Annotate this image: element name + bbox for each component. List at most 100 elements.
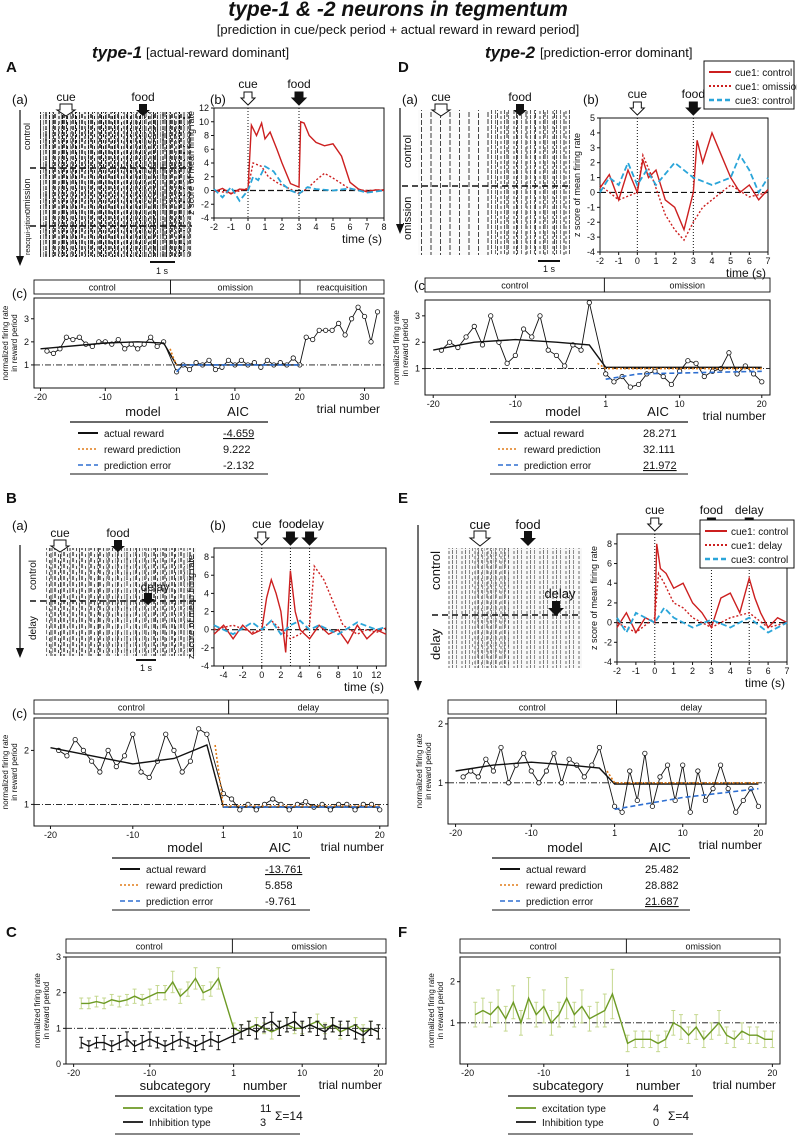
aic-value-2: -9.761 <box>265 896 296 908</box>
event-label-food: food <box>279 517 302 531</box>
trial-point <box>238 357 245 363</box>
trial-point <box>685 358 691 364</box>
event-label-delay: delay <box>735 503 764 517</box>
raster-D-dense <box>490 110 570 255</box>
raster-A-label-omission: omission <box>22 178 32 214</box>
y-tick-label: 2 <box>438 719 443 729</box>
legend-D-item-2: cue1: omission <box>735 82 797 93</box>
trial-point <box>505 780 512 786</box>
condition-bar-C: control omission <box>65 938 387 954</box>
trial-point <box>521 750 527 756</box>
fit-actual-reward <box>433 338 762 368</box>
x-axis-label: time (s) <box>726 266 766 280</box>
trial-point <box>171 747 177 754</box>
plot-frame <box>599 117 769 253</box>
trial-point <box>63 334 70 340</box>
y-tick-label: 6 <box>607 559 612 569</box>
trial-data-line <box>46 306 378 373</box>
trial-point <box>733 809 739 815</box>
trial-point <box>89 758 95 764</box>
x-tick-label: 7 <box>784 666 789 676</box>
raster-B-scale-label: 1 s <box>140 663 153 673</box>
x-tick-label: -10 <box>525 828 538 838</box>
sub-label-Ab: (b) <box>210 92 226 107</box>
condition-segment-1 <box>603 277 771 293</box>
fit-actual-reward <box>455 761 759 785</box>
raster-E-arrow-head <box>414 681 422 691</box>
fit-reward-prediction <box>606 770 759 784</box>
trial-point <box>237 807 243 813</box>
trial-point <box>750 371 757 377</box>
trial-point <box>635 381 642 388</box>
trial-point <box>657 774 663 780</box>
plot-frame <box>213 547 387 667</box>
y-tick-label: 4 <box>590 128 595 138</box>
y-tick-label: -3 <box>587 232 595 242</box>
x-axis-label: trial number <box>321 840 384 854</box>
y-axis-label-line2: in reward period <box>42 982 51 1039</box>
trial-point <box>97 769 103 775</box>
trial-point <box>163 731 169 737</box>
trial-point <box>115 336 121 343</box>
y-tick-label: 1 <box>415 364 420 374</box>
trial-point <box>611 379 617 385</box>
y-tick-label: 2 <box>590 158 595 168</box>
type1-desc: [actual-reward dominant] <box>146 45 289 60</box>
event-label-cue: cue <box>628 87 648 101</box>
x-tick-label: 10 <box>230 392 240 402</box>
aic-model-2: prediction error <box>104 461 172 472</box>
x-tick-label: 10 <box>297 1068 307 1078</box>
aic-value-2: 21.687 <box>645 896 679 908</box>
x-tick-label: 1 <box>671 666 676 676</box>
chart-D-c: -20 -10 1 10 20 1 2 3 trial number normalized fir… <box>392 299 771 423</box>
trial-point <box>695 768 701 774</box>
y-axis-label-line2: in reward period <box>401 319 410 376</box>
x-tick-label: -4 <box>220 670 228 680</box>
y-tick-label: 6 <box>204 570 209 580</box>
aic-header-model: model <box>167 840 203 855</box>
event-arrow-delay <box>301 531 318 546</box>
trial-point <box>566 756 572 762</box>
sub-label-Ac: (c) <box>12 286 27 301</box>
trial-point <box>146 774 152 781</box>
raster-B-arrow-head <box>16 648 24 658</box>
x-tick-label: 6 <box>766 666 771 676</box>
trial-point <box>726 350 732 356</box>
panel-label-A: A <box>6 59 17 76</box>
raster-D-food-label: food <box>508 90 531 104</box>
subcategory-table-C: subcategory number excitation type 11 Inhibi… <box>115 1078 303 1135</box>
trial-point <box>460 774 466 780</box>
raster-A-food-label: food <box>131 90 154 104</box>
x-tick-label: 4 <box>709 256 714 266</box>
trial-point <box>148 334 154 340</box>
trial-point <box>490 768 497 774</box>
trial-point <box>498 744 504 751</box>
x-tick-label: 10 <box>678 828 688 838</box>
aic-value-0: 28.271 <box>643 428 677 440</box>
raster-E-food-label: food <box>515 517 540 532</box>
x-tick-label: 12 <box>371 670 381 680</box>
trial-point <box>603 371 609 377</box>
y-tick-label: 3 <box>590 143 595 153</box>
y-axis-label-line2: in reward period <box>424 742 433 799</box>
raster-A-arrow-head <box>16 256 24 266</box>
y-tick-label: 10 <box>199 117 209 127</box>
legend-D-item-3: cue3: control <box>735 96 792 107</box>
x-tick-label: 5 <box>330 222 335 232</box>
sub-count-1: 0 <box>653 1117 659 1129</box>
trial-point <box>196 726 202 732</box>
x-axis-label: trial number <box>317 402 380 416</box>
trial-point <box>342 332 348 338</box>
condition-bar-F: control omission <box>459 938 781 954</box>
y-tick-label: 2 <box>24 337 29 347</box>
condition-label-2: reacquisition <box>317 283 368 293</box>
trial-point <box>327 807 333 813</box>
x-tick-label: -20 <box>67 1068 80 1078</box>
raster-B-cue-arrow <box>49 539 71 553</box>
x-tick-label: 5 <box>747 666 752 676</box>
y-axis-label-line1: normalized firing rate <box>1 734 10 809</box>
y-tick-label: 2 <box>607 598 612 608</box>
x-axis-label: time (s) <box>344 680 384 694</box>
condition-label-0: control <box>136 942 163 952</box>
aic-value-1: 5.858 <box>265 880 293 892</box>
